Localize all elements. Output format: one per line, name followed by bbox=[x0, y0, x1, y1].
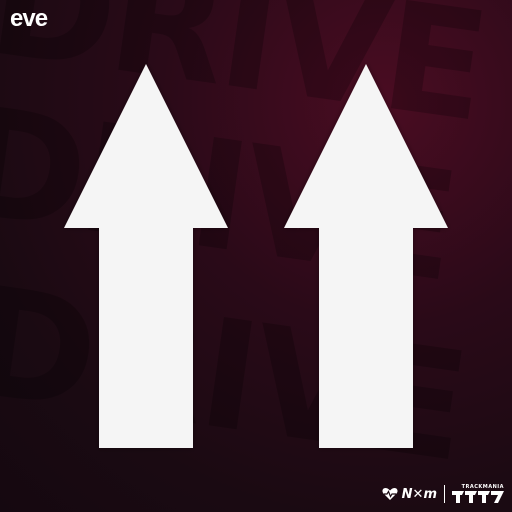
partner-logos: N✕m TRACKMANIA bbox=[382, 484, 504, 504]
divider bbox=[444, 485, 445, 503]
up-arrow-icon bbox=[284, 64, 448, 448]
trackmania-logo: TRACKMANIA bbox=[452, 484, 504, 504]
up-arrow-icon bbox=[64, 64, 228, 448]
nxm-logo-text: N✕m bbox=[401, 486, 437, 502]
eve-logo: eve bbox=[10, 5, 48, 32]
trackmania-mark-icon bbox=[452, 491, 504, 503]
heart-rate-icon bbox=[382, 488, 398, 500]
eve-logo-text: eve bbox=[10, 5, 48, 32]
trackmania-label: TRACKMANIA bbox=[461, 484, 504, 490]
